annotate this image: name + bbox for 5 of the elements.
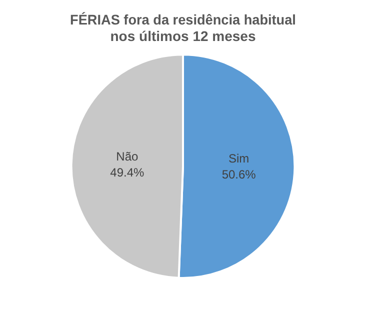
slice-label: Sim: [228, 152, 250, 166]
data-label: 49.4%: [110, 166, 144, 180]
chart-title: FÉRIAS fora da residência habitual nos últimos 12 meses: [70, 11, 296, 44]
data-label: 50.6%: [222, 168, 256, 182]
slice-label: Não: [116, 150, 138, 164]
